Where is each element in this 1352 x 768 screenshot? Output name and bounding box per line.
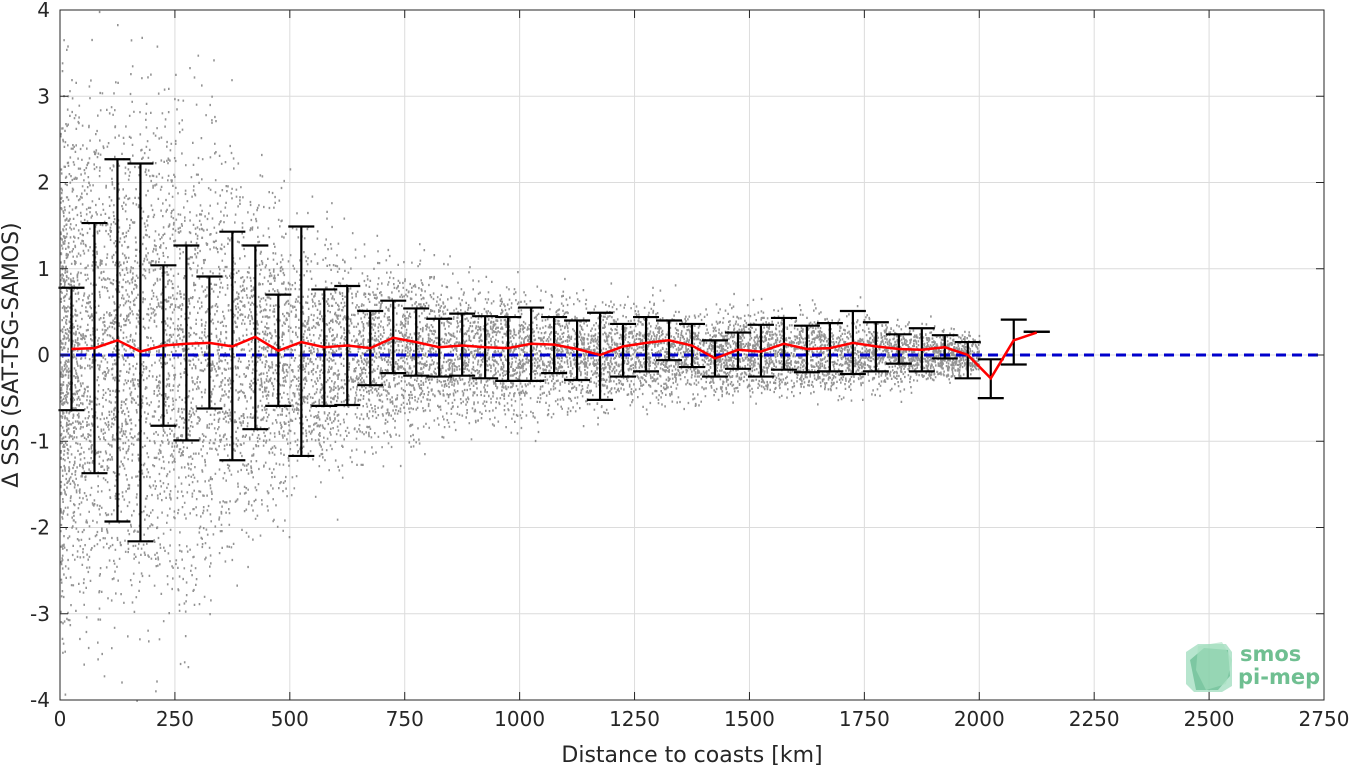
x-tick-label: 2750 (1299, 707, 1350, 731)
errorbar (58, 286, 85, 412)
errorbar (633, 315, 660, 373)
x-tick-label: 500 (271, 707, 309, 731)
errorbar (954, 340, 981, 380)
y-tick-label: -4 (30, 688, 50, 712)
grid (59, 9, 1325, 701)
y-tick-label: 4 (37, 0, 50, 22)
x-tick-label: 0 (54, 707, 67, 731)
y-tick-label: -3 (30, 602, 50, 626)
x-tick-label: 250 (156, 707, 194, 731)
x-tick-label: 2250 (1069, 707, 1120, 731)
logo-text-line1: smos (1240, 642, 1301, 666)
errorbar (610, 322, 637, 378)
axis-ticks (59, 9, 1325, 701)
y-tick-label: 1 (37, 257, 50, 281)
x-tick-label: 2000 (954, 707, 1005, 731)
logo-mark-icon (1186, 642, 1232, 692)
x-tick-label: 1000 (494, 707, 545, 731)
x-tick-label: 2500 (1184, 707, 1235, 731)
x-tick-label: 1250 (609, 707, 660, 731)
x-tick-label: 750 (386, 707, 424, 731)
mean-line (71, 331, 1038, 381)
y-tick-label: 0 (37, 343, 50, 367)
y-axis-label: Δ SSS (SAT-TSG-SAMOS) (0, 222, 24, 487)
x-tick-label: 1750 (839, 707, 890, 731)
logo-text-line2: pi-mep (1238, 665, 1320, 689)
y-tick-label: -1 (30, 429, 50, 453)
x-tick-labels: 0 250 500 750 1000 1250 1500 1750 2000 2250 2500 27… (54, 707, 1350, 731)
smos-pimep-logo: smos pi-mep (1186, 642, 1320, 692)
y-tick-label: -2 (30, 516, 50, 540)
y-tick-label: 3 (37, 84, 50, 108)
errorbar (587, 311, 614, 401)
y-tick-labels: -4 -3 -2 -1 0 1 2 3 4 (30, 0, 50, 712)
x-tick-label: 1500 (724, 707, 775, 731)
x-axis-label: Distance to coasts [km] (561, 743, 822, 768)
y-tick-label: 2 (37, 171, 50, 195)
